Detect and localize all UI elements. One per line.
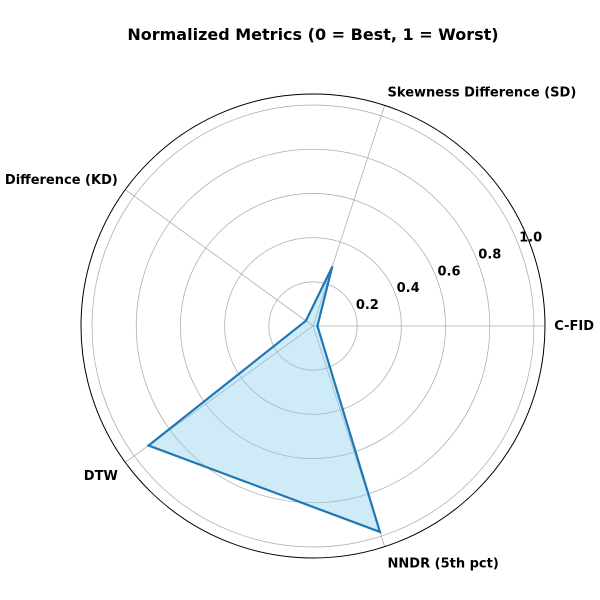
radial-tick-label: 0.2: [356, 298, 379, 313]
radial-tick-label: 1.0: [519, 230, 542, 245]
chart-title: Normalized Metrics (0 = Best, 1 = Worst): [127, 25, 498, 44]
data-point-2: [330, 265, 334, 269]
radial-tick-label: 0.4: [397, 281, 420, 296]
radial-tick-label: 0.8: [478, 247, 501, 262]
radial-tick-label: 0.6: [437, 264, 460, 279]
category-label: NNDR (5th pct): [388, 556, 499, 571]
category-label: DTW: [84, 469, 118, 484]
series-area-1: [148, 267, 380, 532]
polar-frame: [80, 93, 546, 559]
category-label: Skewness Difference (SD): [388, 86, 577, 101]
data-point-5: [378, 530, 382, 534]
data-point-4: [147, 444, 150, 447]
label-layer: 0.2 0.4 0.6 0.8 1.0 C-FID Skewness Difference …: [0, 86, 594, 572]
grid-layer: [80, 93, 546, 559]
grid-spoke-2: [312, 105, 386, 327]
data-point-3: [304, 319, 308, 323]
category-label: C-FID: [554, 319, 594, 334]
series-line-1: [146, 266, 382, 534]
data-point-1: [316, 324, 319, 328]
grid-spoke-3: [125, 189, 314, 327]
category-label: Kurtosis Difference (KD): [0, 173, 118, 188]
series-layer: [146, 265, 382, 534]
